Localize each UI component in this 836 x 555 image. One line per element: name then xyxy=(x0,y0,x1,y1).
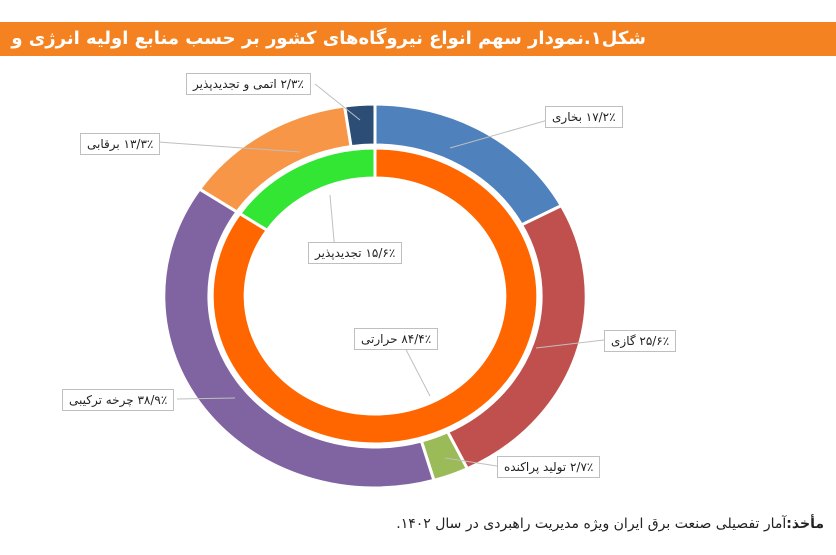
outer-slice-3 xyxy=(162,187,436,490)
source-text: آمار تفصیلی صنعت برق ایران ویژه مدیریت ر… xyxy=(396,516,787,532)
label-steam: ۱۷/۲٪ بخاری xyxy=(545,106,623,128)
inner-slice-1 xyxy=(237,146,377,233)
label-renewable: ۱۵/۶٪ تجدیدپذیر xyxy=(308,242,403,264)
leader-line xyxy=(176,397,236,400)
leader-line xyxy=(449,117,556,149)
leader-line xyxy=(157,141,301,153)
label-nuclear-renewable: ۲/۳٪ اتمی و تجدیدپذیر xyxy=(186,73,311,95)
chart-title: شکل۱.نمودار سهم انواع نیروگاه‌های کشور ب… xyxy=(0,22,836,83)
outer-slice-5 xyxy=(342,102,377,149)
leader-line xyxy=(535,339,605,349)
label-distributed: ۲/۷٪ تولید پراکنده xyxy=(497,456,601,478)
leader-line xyxy=(314,83,361,121)
source-prefix: مأخذ: xyxy=(786,516,824,532)
source-note: مأخذ:آمار تفصیلی صنعت برق ایران ویژه مدی… xyxy=(396,516,824,532)
label-thermal: ۸۴/۴٪ حرارتی xyxy=(354,328,439,350)
inner-slice-0 xyxy=(210,146,540,446)
label-hydro: ۱۳/۳٪ برقابی xyxy=(80,133,161,155)
label-gas: ۲۵/۶٪ گازی xyxy=(604,330,677,352)
leader-line xyxy=(444,457,498,467)
label-combined-cycle: ۳۸/۹٪ چرخه ترکیبی xyxy=(62,389,175,411)
